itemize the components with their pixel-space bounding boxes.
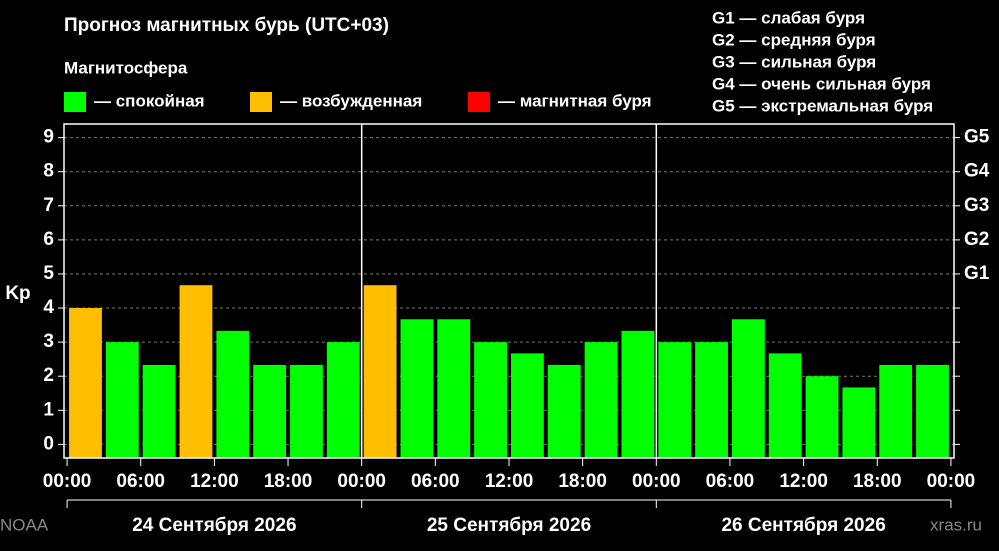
bar — [658, 342, 692, 458]
y2-tick-label: G3 — [964, 195, 989, 216]
y-tick-label: 5 — [43, 263, 54, 284]
y-tick-label: 7 — [43, 195, 54, 216]
bar — [695, 342, 728, 458]
bar — [621, 330, 655, 458]
legend-label: — магнитная буря — [498, 91, 652, 110]
y-tick-label: 3 — [43, 331, 54, 352]
x-tick-label: 06:00 — [411, 471, 460, 492]
bar — [916, 364, 949, 458]
bar — [400, 319, 434, 458]
x-tick-label: 00:00 — [43, 471, 92, 492]
day-label: 26 Сентября 2026 — [721, 515, 885, 536]
bar — [547, 364, 581, 458]
x-tick-label: 06:00 — [116, 471, 165, 492]
x-tick-label: 18:00 — [558, 471, 607, 492]
y-axis-label: Kp — [5, 283, 30, 304]
bar — [842, 387, 876, 458]
y-tick-label: 9 — [43, 127, 54, 148]
bar — [805, 376, 839, 458]
bar — [584, 342, 618, 458]
y-tick-label: 6 — [43, 229, 54, 250]
storm-level-label: G2 — средняя буря — [712, 30, 876, 49]
y-tick-label: 0 — [43, 433, 54, 454]
y-tick-label: 1 — [43, 399, 54, 420]
x-tick-label: 12:00 — [485, 471, 534, 492]
subtitle: Магнитосфера — [64, 58, 188, 77]
bar — [290, 364, 323, 458]
y-tick-label: 4 — [43, 297, 54, 318]
bar — [142, 364, 176, 458]
x-tick-label: 00:00 — [927, 471, 976, 492]
bar — [253, 364, 287, 458]
bar — [731, 319, 765, 458]
storm-level-label: G1 — слабая буря — [712, 8, 865, 27]
bar — [69, 308, 102, 458]
y2-tick-label: G4 — [964, 161, 990, 182]
bar — [105, 342, 139, 458]
bar — [437, 319, 471, 458]
y-tick-label: 2 — [43, 365, 54, 386]
y-tick-label: 8 — [43, 161, 54, 182]
day-label: 25 Сентября 2026 — [427, 515, 591, 536]
bar — [326, 342, 360, 458]
legend-swatch — [64, 92, 86, 112]
x-tick-label: 00:00 — [632, 471, 681, 492]
x-tick-label: 00:00 — [337, 471, 386, 492]
legend-label: — возбужденная — [280, 91, 422, 110]
x-tick-label: 12:00 — [779, 471, 828, 492]
y2-tick-label: G2 — [964, 229, 989, 250]
x-tick-label: 18:00 — [264, 471, 313, 492]
bar — [179, 285, 213, 458]
y2-tick-label: G1 — [964, 263, 990, 284]
watermark: NOAA — [0, 515, 49, 534]
legend-swatch — [250, 92, 272, 112]
legend-label: — спокойная — [94, 91, 205, 110]
bar — [363, 285, 397, 458]
day-label: 24 Сентября 2026 — [132, 515, 296, 536]
storm-level-label: G5 — экстремальная буря — [712, 96, 933, 115]
legend-swatch — [468, 92, 490, 112]
watermark: xras.ru — [930, 515, 982, 534]
bar — [474, 342, 507, 458]
x-tick-label: 18:00 — [853, 471, 902, 492]
storm-level-label: G4 — очень сильная буря — [712, 74, 931, 93]
y2-tick-label: G5 — [964, 127, 990, 148]
x-tick-label: 06:00 — [706, 471, 755, 492]
bar — [879, 364, 913, 458]
bar — [768, 353, 802, 458]
storm-level-label: G3 — сильная буря — [712, 52, 876, 71]
x-tick-label: 12:00 — [190, 471, 239, 492]
chart-title: Прогноз магнитных бурь (UTC+03) — [64, 15, 389, 36]
bar — [216, 330, 250, 458]
bar — [511, 353, 544, 458]
